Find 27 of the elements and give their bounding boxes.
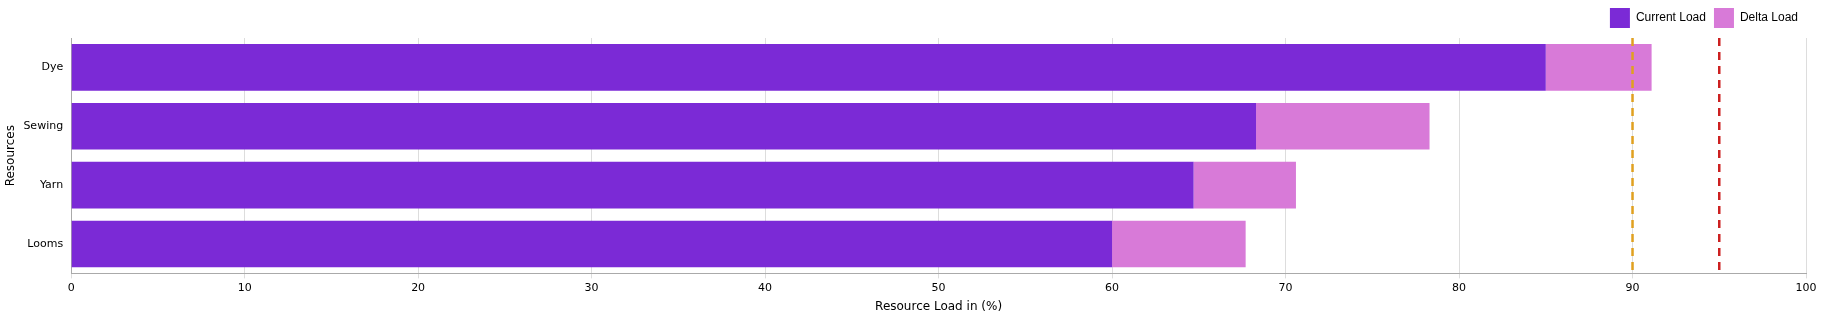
legend-label: Current Load [1635, 10, 1706, 25]
x-tick-label: 80 [1452, 280, 1467, 294]
y-axis-title: Resources [3, 125, 18, 187]
bar [71, 161, 1194, 209]
bar [71, 102, 1257, 150]
x-tick-label: 50 [931, 280, 946, 294]
x-tick-label: 20 [411, 280, 426, 294]
y-tick-label: Dye [41, 60, 64, 74]
x-tick-label: 90 [1625, 280, 1640, 294]
legend-label: Delta Load [1739, 10, 1798, 25]
x-tick-label: 10 [237, 280, 252, 294]
x-axis-title: Resource Load in (%) [875, 298, 1003, 313]
bar [1545, 44, 1652, 91]
x-tick-label: 100 [1795, 280, 1817, 294]
y-tick-label: Sewing [23, 119, 64, 133]
bar [1256, 102, 1430, 150]
x-tick-label: 30 [584, 280, 599, 294]
x-tick-label: 70 [1278, 280, 1293, 294]
x-tick-label: 40 [758, 280, 773, 294]
y-tick-label: Looms [27, 236, 64, 250]
bar [1193, 161, 1296, 209]
y-tick-label: Yarn [38, 177, 64, 191]
x-tick-label: 0 [67, 280, 75, 294]
bar [71, 220, 1113, 268]
x-tick-label: 60 [1105, 280, 1120, 294]
bar [71, 44, 1546, 91]
bar [1112, 220, 1246, 268]
